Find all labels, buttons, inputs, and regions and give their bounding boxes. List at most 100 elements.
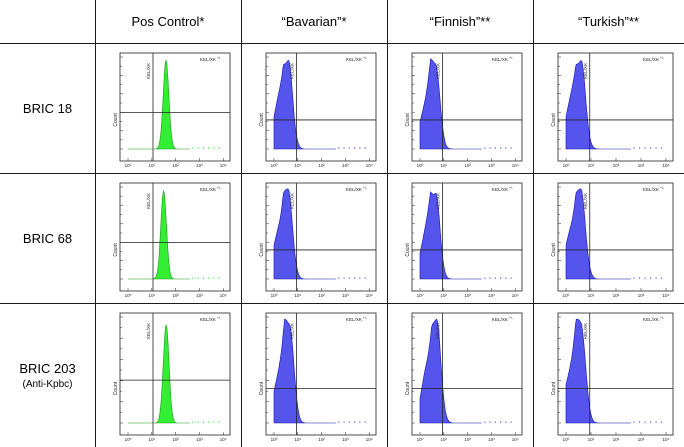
plot-frame	[119, 52, 231, 162]
row-header: BRIC 203 (Anti-Kpbc)	[0, 303, 95, 447]
x-tick-label: 10²	[172, 163, 179, 168]
histogram-dot	[510, 147, 512, 149]
x-tick-label: 10⁴	[663, 163, 670, 168]
y-axis-label: Count	[113, 381, 119, 395]
x-tick-label: 10⁴	[512, 163, 519, 168]
histogram-dot	[639, 277, 641, 279]
histogram-dot	[359, 147, 361, 149]
x-tick-label: 10⁴	[366, 437, 373, 442]
x-tick-label: 10³	[488, 163, 495, 168]
marker-label-vertical: KEL/XK	[146, 322, 151, 339]
y-axis-label: Count	[551, 113, 557, 127]
x-tick-label: 10²	[613, 163, 620, 168]
histogram-dot	[364, 277, 366, 279]
histogram-dot	[500, 277, 502, 279]
column-header: “Turkish”**	[578, 14, 639, 29]
marker-label: KEL/XK	[346, 57, 363, 62]
histogram-dot	[354, 147, 356, 149]
x-tick-label: 10⁴	[220, 163, 227, 168]
histogram-area	[273, 60, 336, 150]
x-tick-label: 10⁰	[271, 293, 278, 298]
x-tick-label: 10⁰	[563, 163, 570, 168]
x-tick-label: 10¹	[588, 163, 595, 168]
x-tick-label: 10⁰	[563, 293, 570, 298]
x-tick-label: 10³	[342, 437, 349, 442]
y-axis-label: Count	[405, 113, 411, 127]
x-tick-label: 10³	[638, 163, 645, 168]
marker-label-vertical: KEL/XK	[290, 322, 295, 339]
y-axis-label: Count	[551, 243, 557, 257]
y-axis-label: Count	[405, 243, 411, 257]
x-tick-label: 10¹	[295, 163, 302, 168]
x-tick-label: 10¹	[441, 437, 448, 442]
histogram-area	[273, 188, 336, 280]
marker-superscript: +/-	[660, 56, 664, 60]
histogram-dot	[494, 277, 496, 279]
marker-superscript: +/-	[217, 56, 221, 60]
marker-label-vertical: KEL/XK	[436, 192, 441, 209]
x-tick-label: 10⁰	[125, 163, 132, 168]
histogram-dot	[489, 421, 491, 423]
marker-label-vertical: KEL/XK	[436, 322, 441, 339]
marker-label: KEL/XK	[346, 317, 363, 322]
histogram-dot	[338, 421, 340, 423]
histogram-area	[128, 59, 190, 150]
marker-label: KEL/XK	[200, 57, 217, 62]
histogram-dot	[208, 421, 210, 423]
histogram-dot	[354, 277, 356, 279]
histogram-dot	[633, 147, 635, 149]
x-tick-label: 10³	[196, 293, 203, 298]
histogram-dot	[202, 277, 204, 279]
histogram-dot	[494, 147, 496, 149]
marker-superscript: +/-	[509, 56, 513, 60]
marker-label: KEL/XK	[643, 57, 660, 62]
histogram-dot	[208, 277, 210, 279]
histogram-dot	[500, 147, 502, 149]
histogram-area	[273, 318, 336, 424]
histogram-dot	[633, 277, 635, 279]
grid-vertical-line	[387, 0, 388, 447]
marker-label-vertical: KEL/XK	[583, 192, 588, 209]
x-tick-label: 10¹	[441, 293, 448, 298]
histogram-dot	[510, 277, 512, 279]
marker-superscript: +/-	[509, 316, 513, 320]
plot-frame	[119, 182, 231, 292]
histogram-dot	[494, 421, 496, 423]
histogram-dot	[489, 277, 491, 279]
marker-label: KEL/XK	[346, 187, 363, 192]
histogram-dot	[359, 421, 361, 423]
x-tick-label: 10⁰	[563, 437, 570, 442]
histogram-dot	[213, 147, 215, 149]
row-header: BRIC 18	[0, 43, 95, 173]
x-tick-label: 10⁴	[512, 437, 519, 442]
grid-horizontal-line	[0, 303, 684, 304]
x-tick-label: 10²	[172, 293, 179, 298]
histogram-dot	[197, 421, 199, 423]
histogram-dot	[192, 277, 194, 279]
x-tick-label: 10¹	[149, 437, 156, 442]
x-tick-label: 10³	[488, 293, 495, 298]
marker-label-vertical: KEL/XK	[290, 192, 295, 209]
x-tick-label: 10⁰	[271, 163, 278, 168]
histogram-dot	[644, 277, 646, 279]
y-axis-label: Count	[405, 381, 411, 395]
histogram-dot	[343, 147, 345, 149]
x-tick-label: 10²	[613, 293, 620, 298]
x-tick-label: 10¹	[441, 163, 448, 168]
marker-superscript: +/-	[660, 186, 664, 190]
grid-vertical-line	[95, 0, 96, 447]
x-tick-label: 10²	[464, 163, 471, 168]
histogram-area	[128, 189, 190, 280]
histogram-dot	[343, 277, 345, 279]
x-tick-label: 10⁰	[271, 437, 278, 442]
y-axis-label: Count	[113, 113, 119, 127]
row-sublabel: (Anti-Kpbc)	[22, 378, 73, 390]
marker-label: KEL/XK	[643, 187, 660, 192]
histogram-dot	[192, 147, 194, 149]
marker-superscript: +/-	[509, 186, 513, 190]
histogram-dot	[650, 421, 652, 423]
